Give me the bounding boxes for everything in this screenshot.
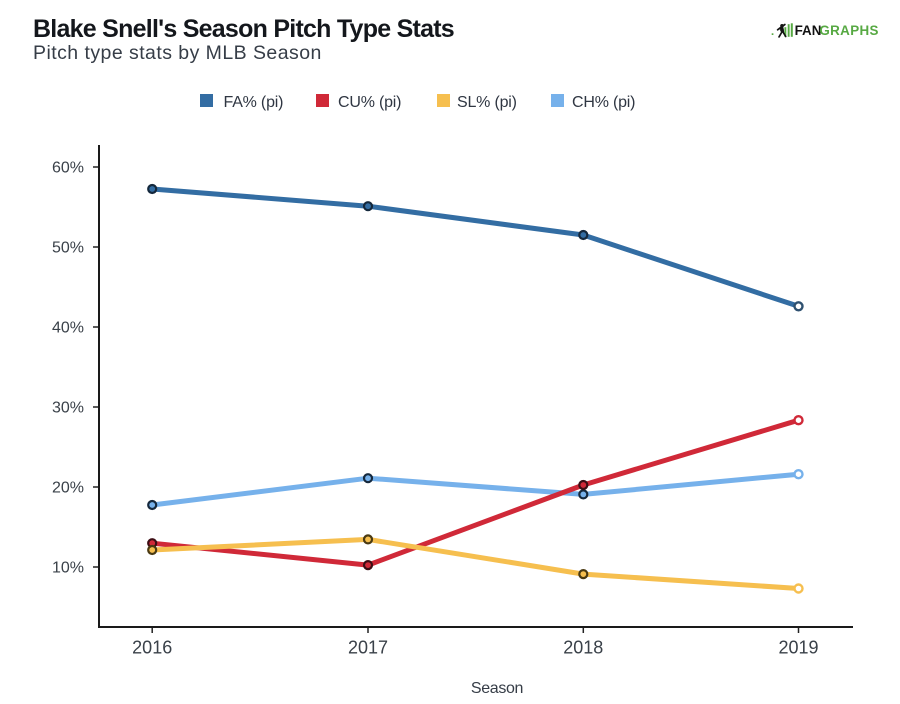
- svg-text:50%: 50%: [52, 240, 84, 257]
- svg-text:Season: Season: [471, 680, 523, 697]
- svg-text:60%: 60%: [52, 160, 84, 177]
- svg-text:2016: 2016: [132, 638, 172, 658]
- svg-text:GRAPHS: GRAPHS: [819, 23, 878, 38]
- svg-text:FAN: FAN: [795, 23, 822, 38]
- svg-text:2019: 2019: [778, 638, 818, 658]
- svg-text:2017: 2017: [348, 638, 388, 658]
- svg-text:30%: 30%: [52, 400, 84, 417]
- svg-text:2018: 2018: [563, 638, 603, 658]
- svg-text:20%: 20%: [52, 480, 84, 497]
- svg-text:40%: 40%: [52, 320, 84, 337]
- svg-text:10%: 10%: [52, 560, 84, 577]
